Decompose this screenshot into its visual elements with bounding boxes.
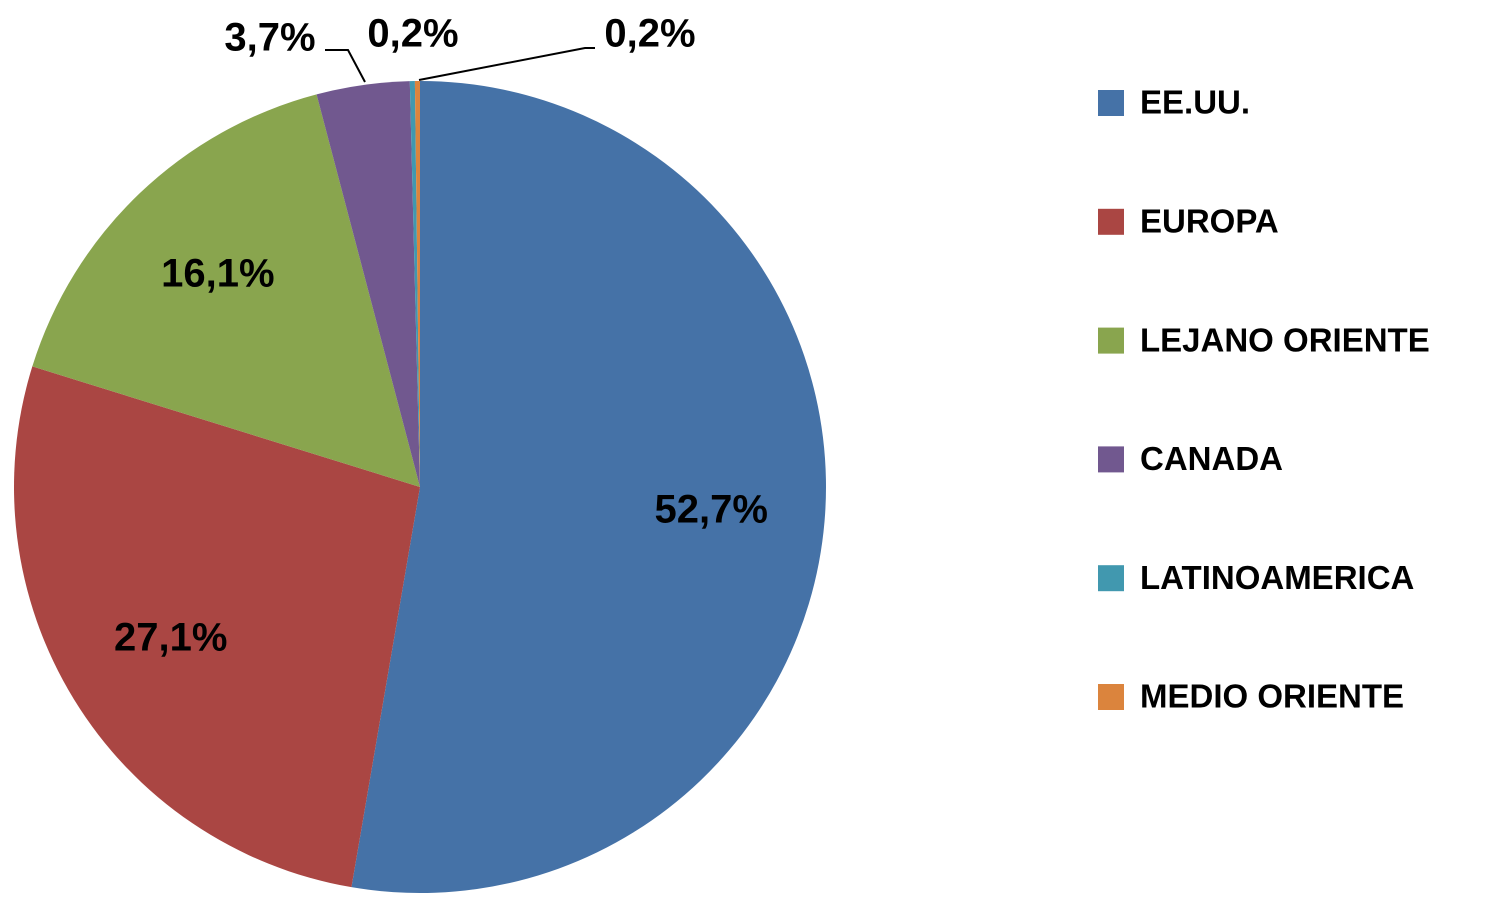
data-label: 16,1% (161, 251, 274, 295)
pie-slice (351, 81, 827, 893)
legend-label: LATINOAMERICA (1140, 559, 1414, 596)
legend-label: EUROPA (1140, 203, 1279, 240)
legend-swatch (1098, 684, 1124, 710)
leader-line (418, 47, 595, 81)
pie-slice (32, 94, 421, 487)
legend-label: CANADA (1140, 440, 1283, 477)
data-label: 27,1% (114, 615, 227, 659)
legend-swatch (1098, 446, 1124, 473)
legend-swatch (1098, 327, 1124, 354)
pie-slice (414, 81, 420, 487)
data-label: 0,2% (604, 12, 695, 56)
legend-swatch (1098, 565, 1124, 592)
pie-slice (14, 366, 421, 888)
data-label: 52,7% (655, 487, 768, 531)
data-label: 3,7% (224, 16, 315, 60)
leader-line (325, 49, 366, 83)
data-label: 0,2% (367, 12, 458, 56)
legend-label: MEDIO ORIENTE (1140, 678, 1404, 715)
legend-swatch (1098, 208, 1124, 235)
pie-slice (316, 81, 420, 487)
legend-label: EE.UU. (1140, 84, 1250, 121)
legend-label: LEJANO ORIENTE (1140, 321, 1430, 358)
legend-swatch (1098, 90, 1124, 116)
pie-slice (409, 81, 420, 488)
